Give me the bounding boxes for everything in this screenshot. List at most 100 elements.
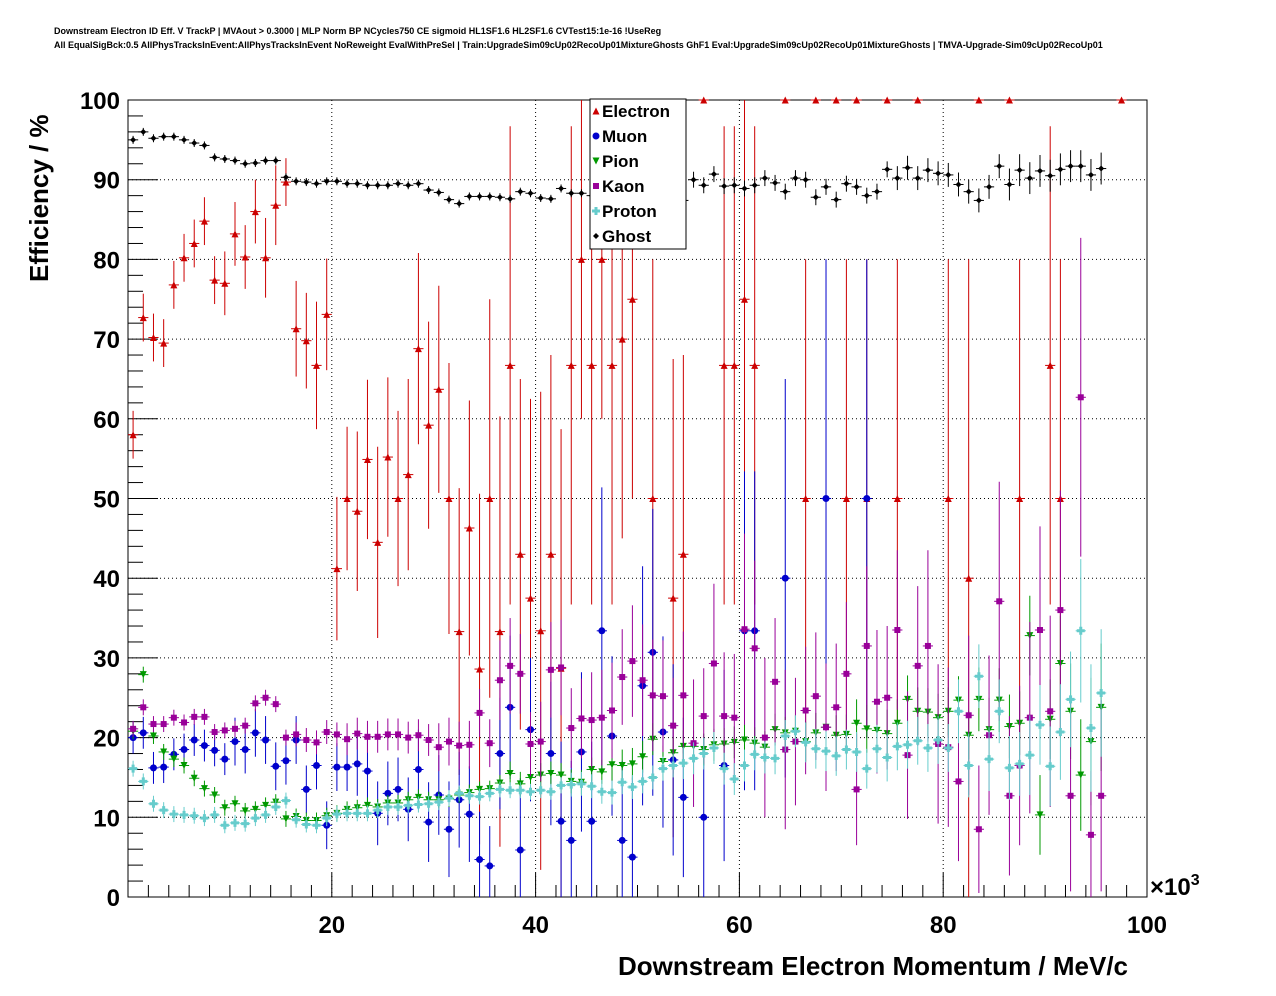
muon-point: [190, 736, 198, 744]
pion-point: [598, 768, 606, 776]
proton-point: [404, 801, 413, 810]
ghost-point: [955, 181, 962, 188]
ghost-point: [1087, 171, 1094, 178]
series-proton: [128, 559, 1107, 834]
electron-point: [170, 281, 178, 289]
x-axis-exponent: ×103: [1150, 872, 1200, 901]
proton-point: [281, 796, 290, 805]
electron-point: [802, 495, 810, 502]
legend-marker-ghost: [593, 233, 599, 239]
kaon-point: [914, 662, 921, 669]
kaon-point: [140, 704, 147, 711]
legend-marker-proton: [592, 207, 600, 215]
kaon-point: [374, 733, 381, 740]
ghost-point: [782, 188, 789, 195]
ghost-point: [772, 179, 779, 186]
electron-point: [751, 361, 759, 369]
y-tick-label: 50: [93, 487, 120, 514]
kaon-point: [894, 627, 901, 634]
ghost-point: [833, 196, 840, 203]
muon-point: [262, 736, 270, 744]
proton-point: [353, 809, 362, 818]
electron-point: [537, 627, 545, 635]
ghost-point: [496, 194, 503, 201]
muon-point: [384, 789, 392, 797]
electron-point: [363, 455, 371, 463]
electron-point: [221, 279, 229, 287]
ghost-point: [802, 176, 809, 183]
pion-point: [588, 765, 596, 773]
proton-point: [1005, 763, 1014, 772]
electron-point: [302, 337, 310, 345]
electron-point: [618, 335, 626, 343]
kaon-point: [772, 678, 779, 685]
kaon-point: [262, 694, 269, 701]
electron-point: [374, 538, 382, 546]
electron-point: [720, 361, 728, 369]
proton-point: [1046, 762, 1055, 771]
x-tick-label: 40: [522, 912, 549, 939]
ghost-point: [323, 178, 330, 185]
kaon-point: [364, 733, 371, 740]
electron-point: [425, 421, 433, 429]
electron-point: [455, 628, 463, 636]
kaon-point: [1098, 792, 1105, 799]
grid-lines: [128, 100, 1147, 897]
electron-point: [965, 574, 973, 582]
kaon-point: [1047, 708, 1054, 715]
proton-point: [332, 810, 341, 819]
muon-point: [863, 495, 871, 502]
ghost-point: [466, 193, 473, 200]
proton-point: [587, 782, 596, 791]
kaon-point: [751, 645, 758, 652]
y-tick-label: 70: [93, 327, 120, 354]
proton-point: [618, 778, 627, 787]
proton-point: [954, 707, 963, 716]
ghost-point: [894, 175, 901, 182]
electron-point: [730, 361, 738, 369]
electron-point: [211, 276, 219, 284]
muon-point: [313, 761, 321, 769]
legend-label-proton: Proton: [602, 202, 657, 221]
kaon-point: [252, 700, 259, 707]
kaon-point: [466, 741, 473, 748]
electron-point: [323, 310, 331, 318]
ghost-point: [252, 159, 259, 166]
legend-label-ghost: Ghost: [602, 227, 651, 246]
ghost-point: [181, 136, 188, 143]
kaon-point: [843, 670, 850, 677]
electron-point: [700, 96, 708, 104]
kaon-point: [873, 698, 880, 705]
muon-point: [516, 846, 524, 854]
proton-point: [271, 802, 280, 811]
kaon-point: [710, 660, 717, 667]
kaon-point: [323, 729, 330, 736]
kaon-point: [812, 693, 819, 700]
electron-point: [975, 96, 983, 104]
muon-point: [567, 836, 575, 844]
proton-point: [760, 753, 769, 762]
ghost-point: [924, 167, 931, 174]
kaon-point: [160, 721, 167, 728]
proton-point: [709, 743, 718, 752]
kaon-point: [130, 725, 137, 732]
pion-point: [231, 800, 239, 808]
ghost-point: [945, 171, 952, 178]
muon-point: [496, 750, 504, 758]
electron-point: [414, 345, 422, 353]
ghost-point: [792, 175, 799, 182]
pion-point: [241, 807, 249, 815]
muon-point: [598, 627, 606, 635]
electron-point: [567, 361, 575, 369]
ghost-point: [211, 154, 218, 161]
kaon-point: [670, 722, 677, 729]
electron-point: [231, 230, 239, 238]
proton-point: [1097, 688, 1106, 697]
proton-point: [740, 761, 749, 770]
ghost-point: [721, 183, 728, 190]
ghost-point: [476, 193, 483, 200]
ghost-point: [761, 175, 768, 182]
kaon-point: [313, 739, 320, 746]
ghost-point: [425, 187, 432, 194]
muon-point: [333, 763, 341, 771]
